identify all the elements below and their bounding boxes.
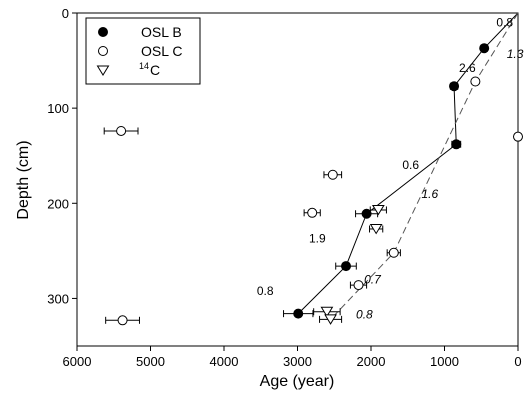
14c-point xyxy=(369,223,383,235)
osl-b-point xyxy=(293,308,304,319)
rate-annotations: 0.8 1.3 2.6 0.6 1.6 1.9 0.7 0.8 0.8 xyxy=(257,16,524,322)
y-tick-label: 200 xyxy=(47,196,69,211)
14c-point xyxy=(320,306,334,318)
x-tick-label: 4000 xyxy=(210,354,239,369)
data-points xyxy=(103,43,523,326)
14c-point xyxy=(371,204,385,216)
osl-c-point xyxy=(353,280,364,291)
osl-c-point xyxy=(388,247,399,258)
legend-label-osl-c: OSL C xyxy=(141,43,183,59)
dashed-trend-line xyxy=(330,12,519,320)
x-tick-label: 0 xyxy=(514,354,521,369)
rate-annotation: 0.8 xyxy=(356,308,373,322)
osl-c-point xyxy=(117,315,128,326)
x-tick-label: 1000 xyxy=(430,354,459,369)
legend-label-c14: 14C xyxy=(139,61,160,78)
legend-label-c14-name: C xyxy=(150,62,160,78)
rate-annotation: 0.6 xyxy=(402,158,419,172)
osl-c-point xyxy=(470,76,481,87)
rate-annotation: 1.3 xyxy=(507,47,524,61)
osl-c-point xyxy=(513,131,523,142)
14c-point xyxy=(324,314,337,325)
axis-ticks: 6000 5000 4000 3000 2000 1000 0 0 100 200 300 xyxy=(47,6,521,369)
rate-annotation: 0.7 xyxy=(364,272,382,286)
x-tick-label: 3000 xyxy=(283,354,312,369)
legend-label-c14-superscript: 14 xyxy=(139,61,149,71)
osl-b-point xyxy=(361,208,372,219)
x-tick-label: 2000 xyxy=(357,354,386,369)
y-tick-label: 100 xyxy=(47,101,69,116)
osl-b-point xyxy=(341,261,352,272)
osl-c-point xyxy=(327,169,338,180)
legend-marker-osl-b xyxy=(98,27,108,37)
rate-annotation: 1.6 xyxy=(421,187,438,201)
legend-marker-osl-c xyxy=(98,46,108,56)
osl-c-point xyxy=(307,207,318,218)
rate-annotation: 0.8 xyxy=(257,284,274,298)
rate-annotation: 0.8 xyxy=(496,16,513,30)
y-tick-label: 300 xyxy=(47,291,69,306)
legend: OSL B OSL C 14C xyxy=(85,17,201,85)
osl-b-point xyxy=(449,81,460,92)
rate-annotation: 1.9 xyxy=(309,231,326,245)
osl-b-point xyxy=(451,139,462,150)
y-tick-label: 0 xyxy=(62,6,69,21)
osl-b-point xyxy=(479,43,490,54)
x-tick-label: 5000 xyxy=(136,354,165,369)
legend-label-osl-b: OSL B xyxy=(141,24,182,40)
x-tick-label: 6000 xyxy=(63,354,92,369)
legend-marker-c14 xyxy=(96,65,110,76)
osl-c-point xyxy=(116,125,127,136)
rate-annotation: 2.6 xyxy=(459,61,476,75)
x-axis-label: Age (year) xyxy=(260,373,335,390)
y-axis-label: Depth (cm) xyxy=(15,140,32,219)
